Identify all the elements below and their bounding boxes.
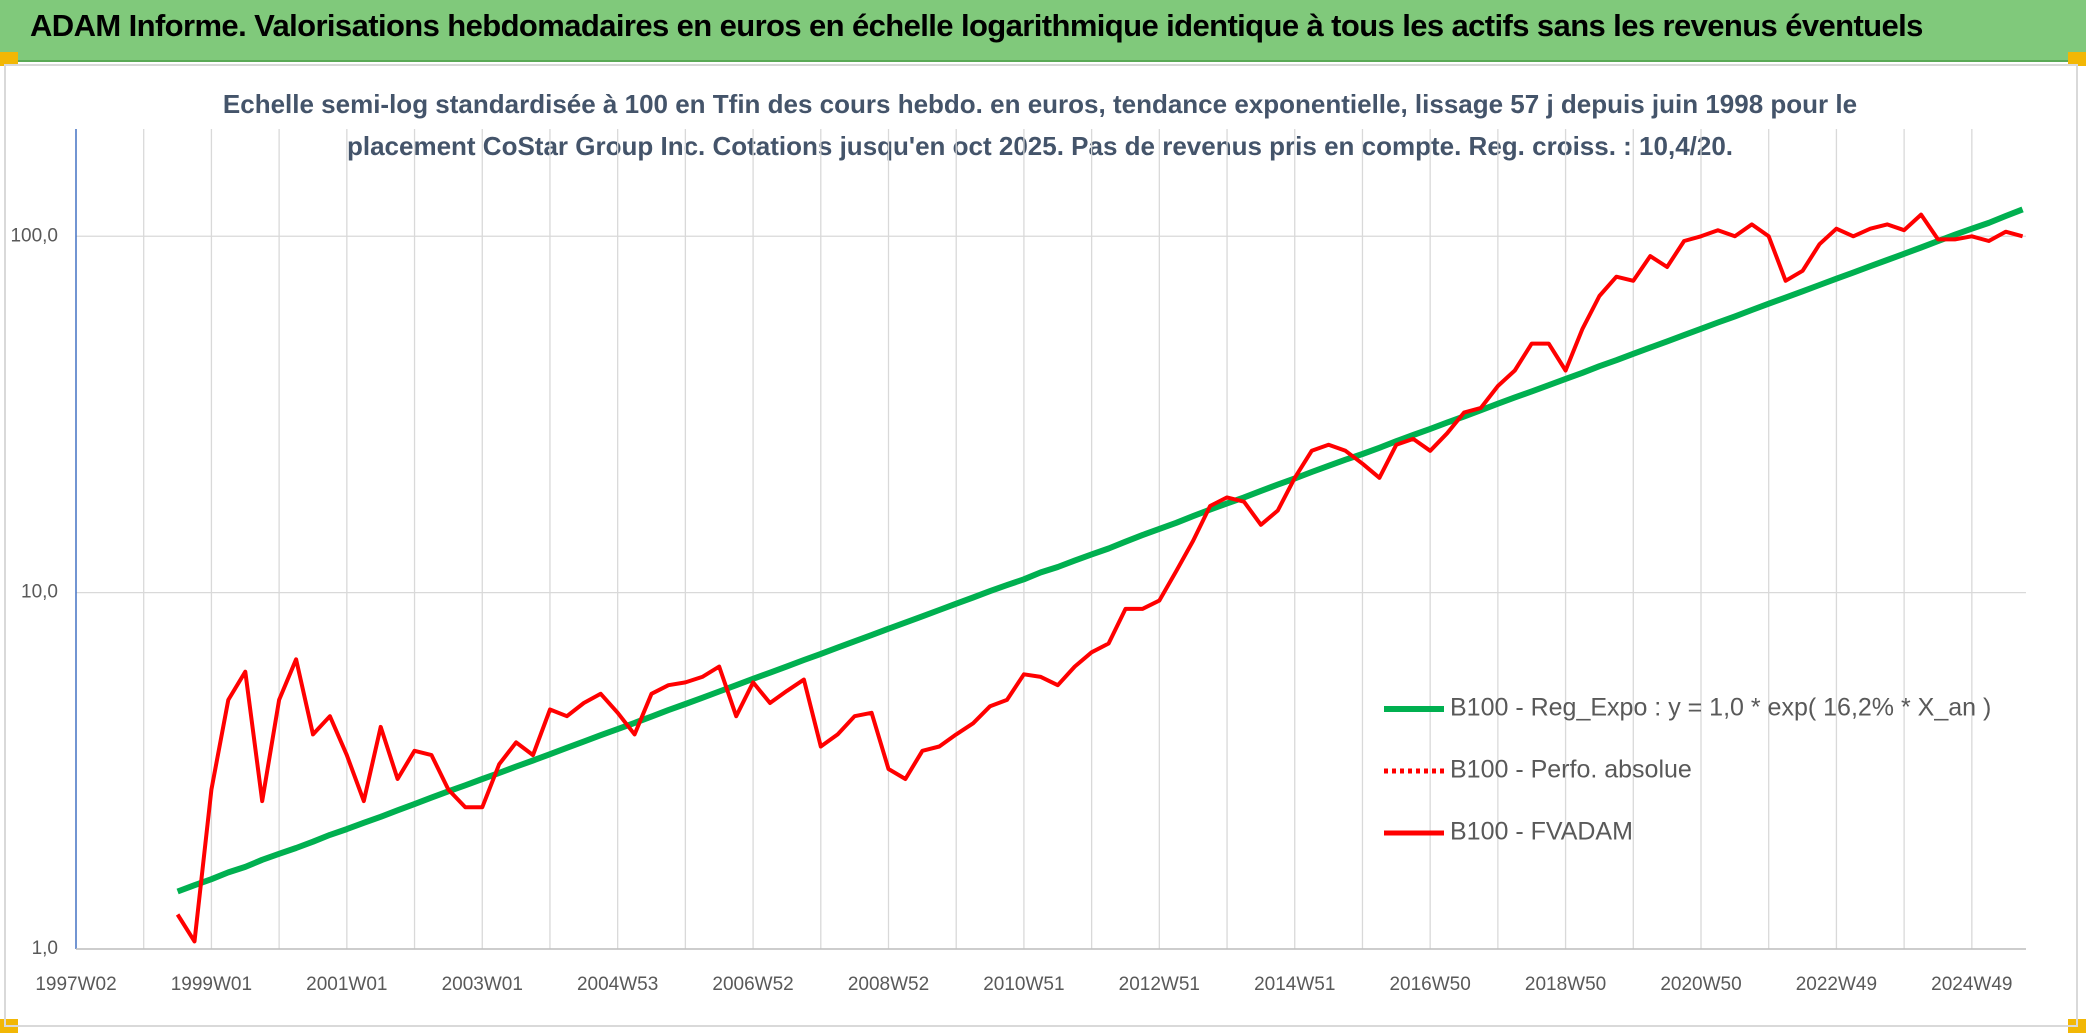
corner bbox=[0, 52, 18, 66]
x-tick-label: 2016W50 bbox=[1389, 974, 1470, 995]
x-tick-label: 2010W51 bbox=[983, 974, 1064, 995]
series-line bbox=[175, 212, 2024, 944]
chart-frame bbox=[4, 64, 2078, 1027]
header-title: ADAM Informe. Valorisations hebdomadaire… bbox=[30, 8, 1923, 43]
corner bbox=[2068, 52, 2086, 66]
x-tick-label: 2022W49 bbox=[1796, 974, 1877, 995]
legend-label: B100 - Reg_Expo : y = 1,0 * exp( 16,2% *… bbox=[1450, 694, 1991, 722]
x-tick-label: 1999W01 bbox=[171, 974, 252, 995]
x-tick-label: 1997W02 bbox=[35, 974, 116, 995]
x-tick-label: 2008W52 bbox=[848, 974, 929, 995]
series-line bbox=[176, 206, 2024, 895]
legend-label: B100 - FVADAM bbox=[1450, 818, 1633, 846]
x-tick-label: 2012W51 bbox=[1119, 974, 1200, 995]
y-tick-label: 10,0 bbox=[21, 582, 58, 603]
x-tick-label: 2014W51 bbox=[1254, 974, 1335, 995]
legend-label: B100 - Perfo. absolue bbox=[1450, 756, 1692, 784]
header: ADAM Informe. Valorisations hebdomadaire… bbox=[0, 0, 2086, 62]
chart-title: placement CoStar Group Inc. Cotations ju… bbox=[347, 131, 1733, 161]
x-tick-label: 2004W53 bbox=[577, 974, 658, 995]
x-tick-label: 2020W50 bbox=[1660, 974, 1741, 995]
y-tick-label: 100,0 bbox=[10, 225, 58, 246]
x-tick-label: 2001W01 bbox=[306, 974, 387, 995]
x-tick-label: 2018W50 bbox=[1525, 974, 1606, 995]
x-tick-label: 2006W52 bbox=[712, 974, 793, 995]
x-tick-label: 2003W01 bbox=[442, 974, 523, 995]
chart-title: Echelle semi-log standardisée à 100 en T… bbox=[223, 89, 1857, 119]
y-tick-label: 1,0 bbox=[32, 938, 58, 959]
x-tick-label: 2024W49 bbox=[1931, 974, 2012, 995]
